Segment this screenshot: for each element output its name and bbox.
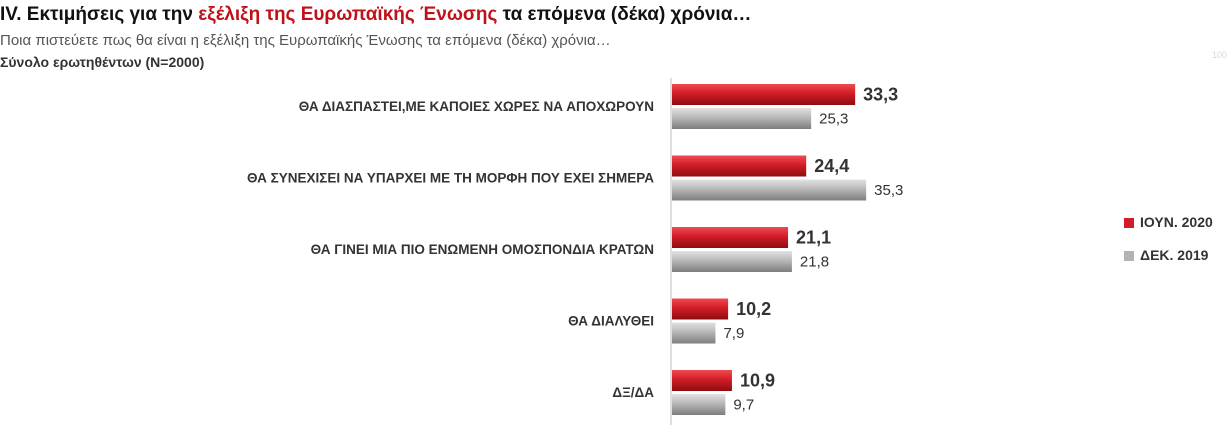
legend-label-2019: ΔΕΚ. 2019 [1140,247,1209,263]
bar-dec2019-0 [672,108,812,129]
title-suffix: τα επόμενα (δέκα) χρόνια… [497,4,752,25]
value-label-dec2019-2: 21,8 [800,254,829,271]
value-label-jun2020-4: 10,9 [740,371,775,391]
category-label-3: ΘΑ ΔΙΑΛΥΘΕΙ [568,314,654,329]
value-label-jun2020-3: 10,2 [736,299,771,319]
legend-swatch-red [1124,218,1134,229]
bar-dec2019-3 [672,322,716,344]
bars-layer: ΘΑ ΔΙΑΣΠΑΣΤΕΙ,ΜΕ ΚΑΠΟΙΕΣ ΧΩΡΕΣ ΝΑ ΑΠΟΧΩΡ… [247,84,903,415]
value-label-jun2020-0: 33,3 [863,85,898,105]
title-highlight: εξέλιξη της Ευρωπαϊκής Ένωσης [198,4,498,25]
bar-jun2020-3 [672,298,729,320]
question-subtitle: Ποια πιστεύετε πως θα είναι η εξέλιξη τη… [0,32,611,49]
value-label-dec2019-3: 7,9 [723,325,744,342]
bar-dec2019-2 [672,251,792,272]
category-label-4: ΔΞ/ΔΑ [612,385,654,400]
bar-jun2020-1 [672,155,807,177]
bar-jun2020-2 [672,227,789,248]
title-prefix: IV. Εκτιμήσεις για την [0,4,199,25]
bar-jun2020-0 [672,84,856,105]
category-label-0: ΘΑ ΔΙΑΣΠΑΣΤΕΙ,ΜΕ ΚΑΠΟΙΕΣ ΧΩΡΕΣ ΝΑ ΑΠΟΧΩΡ… [299,99,654,114]
value-label-dec2019-0: 25,3 [819,111,848,128]
value-label-dec2019-4: 9,7 [733,397,754,414]
category-label-2: ΘΑ ΓΙΝΕΙ ΜΙΑ ΠΙΟ ΕΝΩΜΕΝΗ ΟΜΟΣΠΟΝΔΙΑ ΚΡΑΤ… [311,242,654,257]
legend-swatch-grey [1124,251,1134,262]
category-label-1: ΘΑ ΣΥΝΕΧΙΣΕΙ ΝΑ ΥΠΑΡΧΕΙ ΜΕ ΤΗ ΜΟΡΦΗ ΠΟΥ … [247,171,654,186]
value-label-dec2019-1: 35,3 [874,182,903,199]
bar-dec2019-1 [672,179,867,201]
corner-scale-text: 100 [1212,50,1228,60]
sample-base-note: Σύνολο ερωτηθέντων (Ν=2000) [0,54,205,70]
page-title: IV. Εκτιμήσεις για την εξέλιξη της Ευρωπ… [0,4,751,26]
legend-item-2019: ΔΕΚ. 2019 [1124,247,1208,263]
value-label-jun2020-2: 21,1 [796,228,831,248]
value-label-jun2020-1: 24,4 [814,156,849,176]
legend-item-2020: ΙΟΥΝ. 2020 [1124,214,1213,230]
bar-jun2020-4 [672,370,732,391]
legend-label-2020: ΙΟΥΝ. 2020 [1140,214,1213,230]
bar-dec2019-4 [672,394,726,415]
